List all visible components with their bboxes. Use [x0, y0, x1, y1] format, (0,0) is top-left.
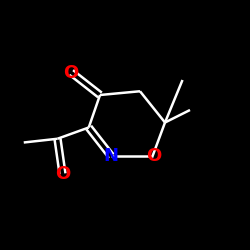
Text: O: O — [146, 147, 162, 165]
Text: N: N — [104, 147, 119, 165]
Text: O: O — [55, 165, 70, 183]
Text: O: O — [64, 64, 79, 82]
